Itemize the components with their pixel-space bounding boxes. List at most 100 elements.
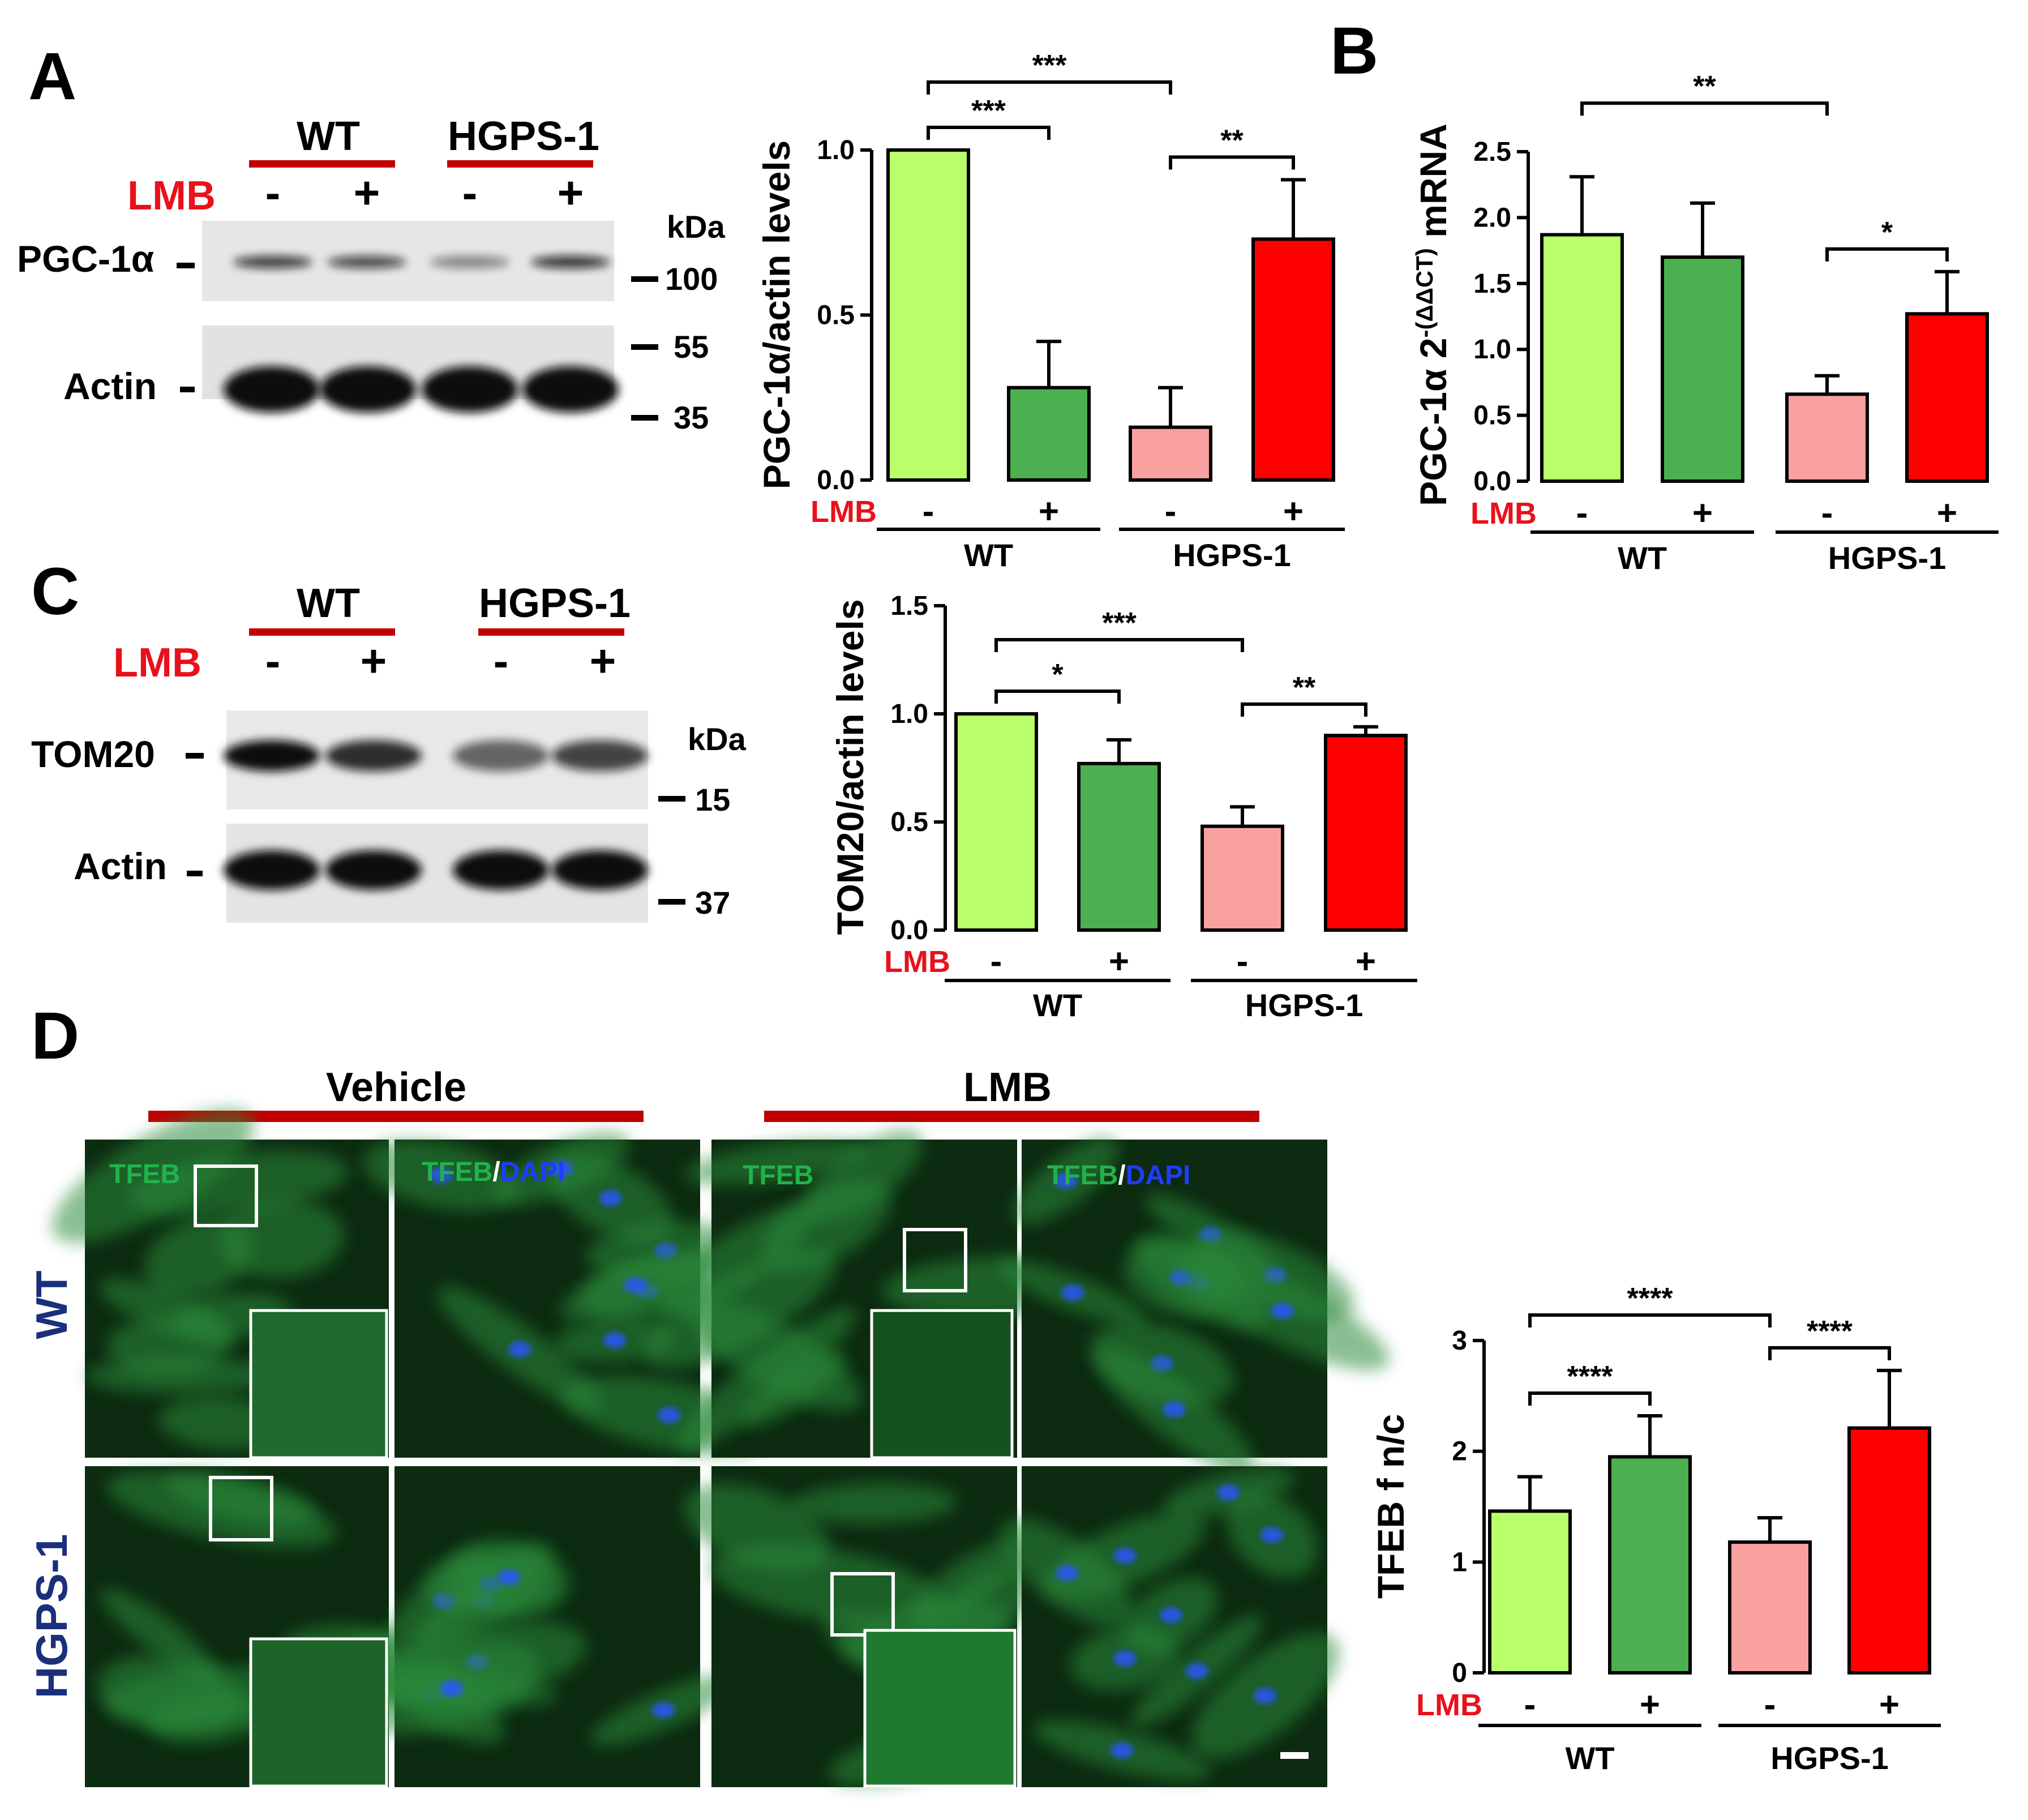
chart3-bar-4 — [1324, 734, 1408, 932]
micro-cell-hgps-vehicle-tfeb-5 — [165, 1472, 316, 1526]
micro-row-wt: WT — [27, 1270, 76, 1339]
chart1-sig-bracket-1 — [927, 126, 1051, 140]
chart3-bar-1 — [954, 712, 1038, 932]
panel-letter-b: B — [1330, 14, 1378, 88]
blot-a-sign-4: + — [558, 168, 584, 218]
blot-c-band-label-1: TOM20 — [31, 733, 155, 775]
micro-panel: Vehicle LMB WT HGPS-1 TFEB TFEB/DAPI TFE… — [27, 1065, 1390, 1788]
chart4-sig-bracket-1 — [1528, 1391, 1652, 1406]
chart1-y-label-main: PGC-1α/actin levels — [756, 140, 798, 490]
micro-nucleus-hgps-lmb-merge-7 — [1111, 1742, 1134, 1759]
chart4-sig-bracket-2 — [1528, 1313, 1772, 1327]
micro-row-hgps: HGPS-1 — [27, 1534, 76, 1698]
micro-label-merge-1-slash: / — [492, 1157, 500, 1187]
blot-a-top-band-1 — [233, 256, 312, 268]
chart2-bar-3 — [1785, 392, 1869, 483]
chart4-sign-2: + — [1640, 1685, 1660, 1724]
micro-label-merge-1: TFEB/DAPI — [422, 1157, 565, 1187]
chart3-group-label-2: HGPS-1 — [1245, 987, 1364, 1023]
chart2-sig-bracket-2 — [1825, 247, 1949, 262]
chart1-bar-4 — [1251, 237, 1335, 482]
blot-c-bar-wt — [249, 628, 395, 636]
micro-inset-wt-vehicle — [249, 1309, 388, 1459]
chart2-bar-2 — [1661, 255, 1744, 483]
blot-c-marker-1: 15 — [695, 782, 730, 817]
blot-a-band-tick-2 — [180, 387, 195, 392]
blot-c-marker-tick-2 — [658, 899, 685, 905]
micro-bar-lmb — [764, 1111, 1259, 1122]
blot-a-bands-bottom — [224, 366, 619, 413]
chart4-sig-label-1: **** — [1567, 1360, 1614, 1393]
chart1-sign-3: - — [1165, 492, 1177, 531]
chart4-y-tick-label-1: 1 — [1452, 1547, 1467, 1577]
chart2-y-tick-label-0: 0.0 — [1473, 466, 1511, 496]
micro-nucleus-wt-lmb-merge-6 — [1163, 1401, 1186, 1418]
chart4-bar-4 — [1847, 1426, 1931, 1675]
chart1-group-label-2: HGPS-1 — [1173, 537, 1291, 573]
chart3-group-label-1: WT — [1033, 987, 1082, 1023]
micro-label-merge-1-dapi: DAPI — [500, 1157, 565, 1187]
chart1-sig-label-2: *** — [1032, 49, 1067, 82]
chart3-sig-bracket-2 — [994, 638, 1244, 652]
micro-label-merge-1-tfeb: TFEB — [422, 1157, 492, 1187]
blot-c-top-band-3 — [453, 740, 549, 772]
blot-c-bottom-band-1 — [224, 850, 320, 890]
chart2-sig-label-2: * — [1881, 216, 1893, 249]
chart1-lmb-label: LMB — [811, 495, 877, 529]
chart2-group-label-2: HGPS-1 — [1828, 540, 1946, 576]
blot-c-top-band-1 — [224, 740, 320, 772]
chart3-y-tick-label-1: 0.5 — [890, 807, 928, 837]
blot-a-marker-tick-2 — [631, 344, 658, 350]
chart3-sign-4: + — [1356, 942, 1376, 981]
chart2-bar-4 — [1905, 312, 1989, 483]
chart3-y-tick-label-0: 0.0 — [890, 915, 928, 945]
chart4-bar-1 — [1488, 1509, 1572, 1675]
chart4-y-label: TFEB f n/c — [1370, 1414, 1412, 1599]
chart2-y-tick-label-1: 0.5 — [1473, 401, 1511, 431]
blot-a-band-label-1: PGC-1α — [17, 238, 154, 280]
chart3-y-label: TOM20/actin levels — [829, 599, 871, 935]
chart1-y-label: PGC-1α/actin levels — [756, 140, 798, 490]
chart1-y-tick-label-0: 0.0 — [817, 465, 855, 495]
blot-c-sign-1: - — [265, 636, 281, 686]
blot-a-lmb-label: LMB — [127, 173, 216, 219]
blot-a-marker-3: 35 — [674, 400, 709, 435]
micro-cell-hgps-vehicle-tfeb-7 — [147, 1691, 273, 1744]
micro-cell-wt-lmb-tfeb-8 — [684, 1140, 870, 1185]
micro-nucleus-hgps-lmb-merge-5 — [1254, 1688, 1277, 1704]
micro-nucleus-wt-lmb-merge-8 — [1271, 1303, 1294, 1319]
chart2-y-tick-label-4: 2.0 — [1473, 203, 1511, 233]
blot-a-band-label-2: Actin — [63, 365, 157, 407]
micro-label-merge-2-tfeb: TFEB — [1047, 1160, 1118, 1191]
blot-a-bar-wt — [249, 160, 395, 168]
chart2-sign-3: - — [1821, 494, 1833, 533]
chart2-y-label-main: PGC-1α 2 — [1412, 338, 1454, 506]
blot-c-group-wt: WT — [297, 581, 360, 626]
blot-a-bottom-band-1 — [224, 366, 320, 413]
micro-inset-hgps-lmb — [863, 1629, 1017, 1788]
micro-label-merge-2-slash: / — [1118, 1160, 1125, 1191]
micro-cell-wt-lmb-tfeb-5 — [644, 1248, 836, 1369]
chart3-y-label-main: TOM20/actin levels — [829, 599, 871, 935]
chart3-sig-label-2: *** — [1102, 607, 1137, 640]
blot-c-kda: kDa — [688, 721, 747, 757]
micro-roi-hgps-vehicle — [209, 1476, 273, 1541]
micro-roi-hgps-lmb — [830, 1572, 895, 1637]
chart4-sig-label-2: **** — [1627, 1282, 1674, 1315]
panel-letter-c: C — [31, 554, 79, 629]
chart2-bar-1 — [1540, 233, 1624, 483]
blot-a-bands-top — [233, 256, 610, 268]
micro-cell-hgps-lmb-tfeb-8 — [792, 1483, 958, 1524]
blot-c-sign-3: - — [494, 636, 509, 686]
chart2-group-label-1: WT — [1618, 540, 1667, 576]
chart4-bar-3 — [1728, 1540, 1812, 1675]
micro-nucleus-wt-vehicle-merge-6 — [658, 1407, 681, 1423]
chart3-bar-2 — [1077, 761, 1161, 932]
chart1-sig-bracket-2 — [927, 80, 1172, 95]
micro-cell-wt-vehicle-tfeb-8 — [144, 1217, 253, 1299]
chart1-sig-bracket-3 — [1169, 155, 1295, 170]
blot-c-top-band-2 — [325, 740, 422, 772]
micro-cell-wt-lmb-tfeb-4 — [741, 1351, 847, 1427]
chart3-bar-3 — [1200, 824, 1284, 932]
